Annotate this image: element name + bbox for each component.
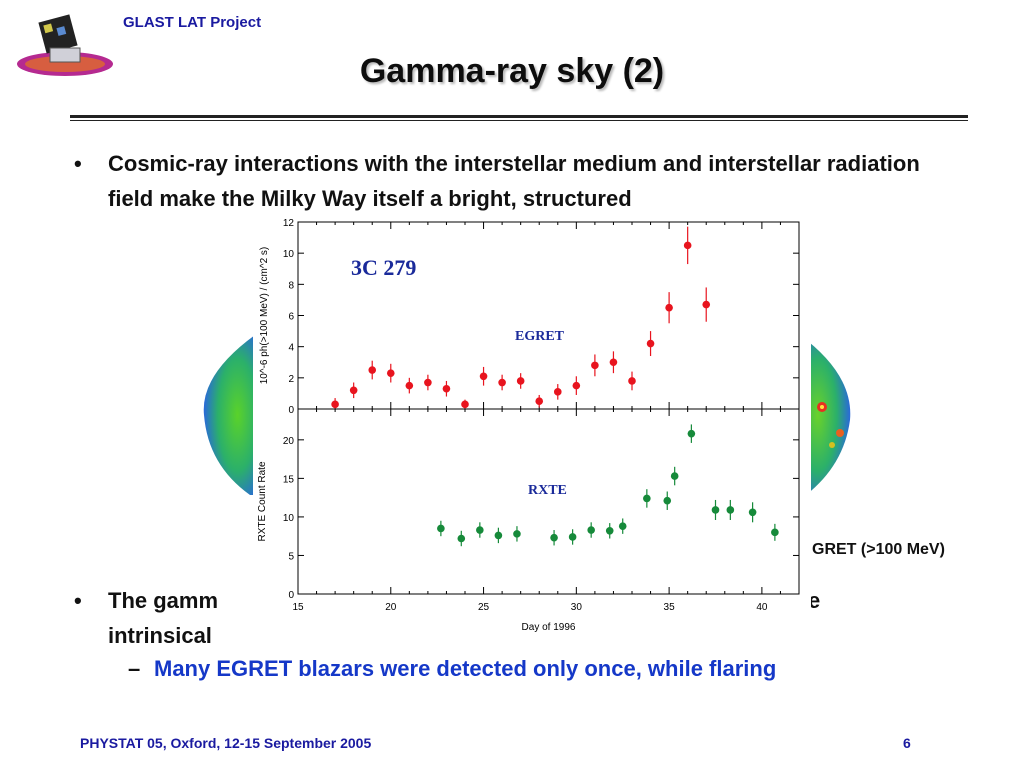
egret-caption: GRET (>100 MeV) [812, 541, 945, 558]
title-rule [70, 115, 968, 118]
logo-panel-cell [43, 23, 54, 34]
data-point [424, 378, 432, 387]
slide-title: Gamma-ray sky (2) [359, 52, 665, 90]
x-tick-label: 30 [571, 602, 583, 613]
y-tick-label: 8 [288, 280, 294, 291]
bullet-2-text: The gamm [108, 588, 219, 613]
data-point [461, 400, 469, 409]
sky-source [836, 429, 844, 437]
x-tick-label: 40 [756, 602, 768, 613]
data-point [513, 530, 521, 538]
data-point [442, 384, 451, 393]
y-tick-label: 15 [283, 474, 295, 485]
data-point [386, 369, 395, 377]
logo-satellite-body [49, 47, 81, 63]
data-point [368, 366, 377, 374]
sky-source-core [820, 405, 824, 409]
data-point [663, 496, 672, 505]
data-point [618, 522, 627, 530]
y-tick-label: 0 [288, 590, 294, 601]
bullet-1-text: Cosmic-ray interactions with the interst… [108, 151, 920, 211]
y-axis-label: RXTE Count Rate [257, 461, 268, 541]
data-point [498, 378, 506, 387]
plot-frame [297, 221, 800, 410]
sub-bullet-text: Many EGRET blazars were detected only on… [154, 656, 777, 681]
glast-logo [17, 14, 113, 76]
data-point [726, 506, 735, 514]
y-tick-label: 10 [283, 249, 295, 260]
sub-bullet-dash: – [128, 656, 141, 681]
data-point [349, 386, 358, 395]
y-tick-label: 5 [288, 551, 294, 562]
y-tick-label: 2 [288, 374, 294, 385]
data-point [572, 381, 581, 390]
y-tick-label: 20 [283, 436, 295, 447]
y-tick-label: 4 [288, 343, 294, 354]
sub-bullet: – Many EGRET blazars were detected only … [128, 656, 777, 682]
data-point [591, 361, 599, 370]
data-point [405, 381, 414, 390]
data-point [771, 528, 779, 537]
x-tick-label: 25 [478, 602, 490, 613]
data-point [628, 377, 636, 385]
y-axis-label: 10^-6 ph(>100 MeV) / (cm^2 s) [259, 247, 270, 385]
bullet-2-line2: intrinsical [108, 623, 212, 648]
chart-title: 3C 279 [351, 255, 416, 280]
y-tick-label: 12 [283, 218, 295, 229]
plot-frame [297, 408, 800, 595]
data-point [665, 303, 673, 312]
x-tick-label: 15 [292, 602, 304, 613]
data-point [550, 533, 558, 542]
data-point [479, 372, 488, 381]
title-rule-thin [70, 120, 968, 121]
data-point [711, 506, 720, 514]
data-point [568, 533, 577, 541]
data-point [553, 388, 562, 396]
data-point [683, 241, 692, 250]
x-tick-label: 20 [385, 602, 397, 613]
y-tick-label: 0 [288, 405, 294, 416]
data-point [535, 397, 544, 406]
series-annotation: EGRET [515, 329, 565, 344]
data-point [437, 524, 445, 533]
bullet-1: • Cosmic-ray interactions with the inter… [74, 146, 968, 216]
bullet-2: • The gamm e intrinsical [74, 583, 968, 653]
data-point [643, 494, 651, 503]
bullet-dot: • [74, 588, 82, 613]
data-point [670, 472, 679, 480]
data-point [331, 400, 339, 409]
data-point [476, 526, 484, 534]
data-point [687, 429, 696, 438]
data-point [702, 300, 711, 309]
bullet-dot: • [74, 151, 82, 176]
footer-text: PHYSTAT 05, Oxford, 12-15 September 2005 [80, 735, 372, 751]
data-point [609, 358, 618, 367]
data-point [646, 339, 655, 348]
data-point [457, 534, 466, 543]
y-tick-label: 6 [288, 312, 294, 323]
data-point [605, 526, 614, 535]
data-point [587, 526, 595, 534]
logo-panel-cell [56, 26, 67, 36]
page-number: 6 [903, 735, 911, 751]
bullet-2-text-right: e [808, 588, 821, 613]
data-point [748, 508, 757, 517]
project-label: GLAST LAT Project [123, 14, 262, 31]
logo-orbit-ring-inner [25, 56, 105, 72]
sky-map-left [203, 335, 260, 495]
light-curve-chart: 0 2 4 6 8 10 12 10^-6 ph(>100 MeV) / (cm^2 s) EG… [253, 212, 811, 642]
data-point [494, 531, 503, 540]
x-axis-label: Day of 1996 [522, 622, 576, 633]
series-annotation: RXTE [528, 483, 567, 498]
y-tick-label: 10 [283, 513, 295, 524]
sky-source [829, 442, 835, 448]
data-point [516, 377, 525, 385]
x-tick-label: 35 [664, 602, 676, 613]
